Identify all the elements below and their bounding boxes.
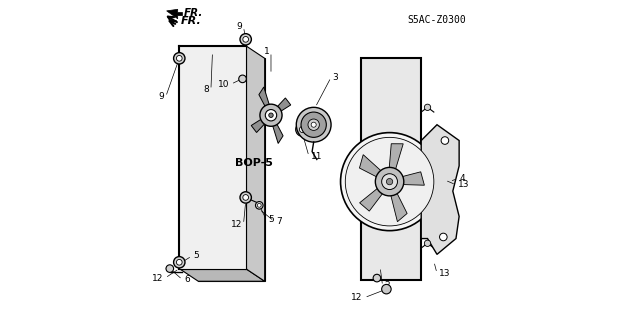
Text: 1: 1: [264, 48, 269, 56]
Text: 12: 12: [351, 293, 363, 302]
Circle shape: [166, 265, 173, 272]
Text: 9: 9: [158, 93, 164, 101]
Circle shape: [424, 104, 431, 110]
Text: BOP-5: BOP-5: [235, 158, 273, 168]
Polygon shape: [389, 186, 407, 222]
Polygon shape: [388, 144, 403, 177]
Circle shape: [240, 192, 252, 203]
Text: 12: 12: [230, 220, 242, 229]
Circle shape: [385, 171, 407, 193]
Text: 9: 9: [236, 22, 242, 31]
Text: 5: 5: [193, 251, 199, 260]
Polygon shape: [271, 118, 283, 144]
Text: FR.: FR.: [181, 16, 202, 26]
Text: 4: 4: [459, 174, 465, 183]
Polygon shape: [360, 155, 386, 180]
Circle shape: [311, 122, 316, 127]
Text: 3: 3: [333, 73, 339, 82]
Polygon shape: [179, 46, 246, 269]
Circle shape: [260, 104, 282, 126]
Circle shape: [257, 204, 261, 207]
Circle shape: [375, 167, 404, 196]
Circle shape: [296, 122, 310, 137]
Circle shape: [177, 56, 182, 61]
Circle shape: [424, 240, 431, 247]
Circle shape: [340, 133, 438, 231]
Circle shape: [177, 259, 182, 265]
Text: 13: 13: [438, 269, 450, 278]
Text: 8: 8: [204, 85, 209, 94]
Text: 7: 7: [276, 217, 282, 226]
Circle shape: [266, 109, 276, 121]
Polygon shape: [252, 116, 268, 132]
Circle shape: [308, 119, 319, 130]
Polygon shape: [421, 125, 459, 254]
Text: 13: 13: [458, 180, 469, 189]
Text: FR.: FR.: [184, 8, 203, 19]
Circle shape: [243, 195, 248, 200]
Text: 11: 11: [310, 152, 322, 161]
Polygon shape: [361, 58, 421, 280]
Polygon shape: [179, 269, 265, 281]
Circle shape: [255, 202, 263, 209]
Text: 6: 6: [184, 275, 190, 284]
Circle shape: [269, 113, 273, 117]
Text: S5AC-Z0300: S5AC-Z0300: [408, 15, 467, 26]
Circle shape: [173, 256, 185, 268]
Polygon shape: [259, 87, 271, 113]
Text: 2: 2: [384, 281, 390, 291]
Polygon shape: [198, 58, 265, 281]
Circle shape: [346, 137, 434, 226]
Circle shape: [239, 75, 246, 83]
Text: 10: 10: [218, 80, 229, 89]
Circle shape: [301, 112, 326, 137]
Circle shape: [381, 174, 397, 189]
Circle shape: [381, 285, 391, 294]
Circle shape: [300, 126, 306, 133]
Text: 5: 5: [268, 215, 273, 224]
Polygon shape: [360, 184, 387, 211]
Polygon shape: [274, 98, 291, 115]
Circle shape: [387, 178, 393, 185]
Circle shape: [441, 137, 449, 144]
Circle shape: [373, 274, 381, 282]
Polygon shape: [166, 9, 182, 19]
Circle shape: [296, 107, 331, 142]
Circle shape: [243, 36, 248, 42]
Circle shape: [440, 233, 447, 241]
Text: 12: 12: [152, 274, 163, 283]
Circle shape: [240, 33, 252, 45]
Polygon shape: [246, 46, 265, 281]
Polygon shape: [394, 172, 424, 185]
Circle shape: [173, 53, 185, 64]
